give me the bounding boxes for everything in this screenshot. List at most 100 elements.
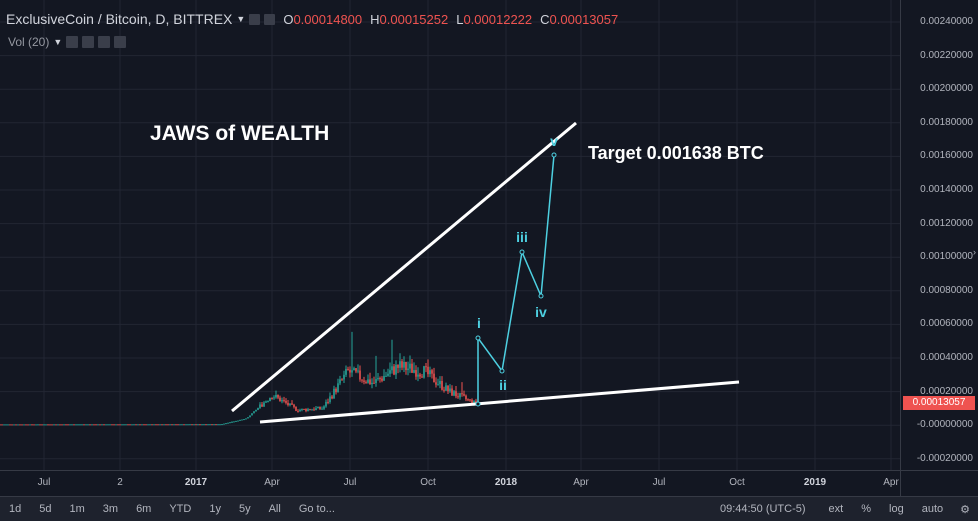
goto-date-button[interactable]: Go to... bbox=[298, 503, 335, 515]
candle-body bbox=[259, 404, 261, 408]
candle-body bbox=[3, 424, 5, 426]
candle-body bbox=[105, 424, 107, 426]
target-annotation[interactable]: Target 0.001638 BTC bbox=[588, 143, 764, 163]
candle-body bbox=[473, 400, 475, 405]
candle-body bbox=[255, 409, 257, 412]
ext-toggle[interactable]: ext bbox=[828, 503, 844, 515]
log-toggle[interactable]: log bbox=[889, 503, 904, 515]
wave-label-i[interactable]: i bbox=[477, 315, 481, 331]
timeframe-1m[interactable]: 1m bbox=[69, 503, 85, 515]
candle-body bbox=[207, 424, 209, 426]
wave-label-ii[interactable]: ii bbox=[499, 377, 507, 393]
candle-body bbox=[239, 419, 241, 421]
candle-body bbox=[97, 424, 99, 426]
wave-point-iii bbox=[519, 249, 525, 255]
candle-body bbox=[159, 424, 161, 426]
timeframe-1d[interactable]: 1d bbox=[9, 503, 22, 515]
time-tick-label: 2019 bbox=[803, 477, 827, 488]
candle-body bbox=[451, 388, 453, 396]
time-tick-label: Oct bbox=[420, 477, 436, 488]
candle-body bbox=[83, 424, 85, 426]
timeframe-5y[interactable]: 5y bbox=[238, 503, 251, 515]
eye-icon[interactable] bbox=[66, 36, 79, 48]
chart-area[interactable]: ExclusiveCoin / Bitcoin, D, BITTREX ▼ O0… bbox=[0, 0, 900, 470]
time-tick-label: Jul bbox=[343, 477, 357, 488]
candle-body bbox=[161, 424, 163, 426]
candle-body bbox=[385, 375, 387, 377]
candle-body bbox=[381, 378, 383, 381]
candle-body bbox=[133, 424, 135, 426]
candle-body bbox=[347, 368, 349, 370]
timeframe-6m[interactable]: 6m bbox=[136, 503, 152, 515]
candle-body bbox=[69, 424, 71, 426]
auto-toggle[interactable]: auto bbox=[921, 503, 944, 515]
more-icon[interactable] bbox=[98, 36, 111, 48]
candle-body bbox=[359, 370, 361, 380]
candle-body bbox=[95, 424, 97, 426]
timeframe-5d[interactable]: 5d bbox=[39, 503, 52, 515]
timeframe-all[interactable]: All bbox=[268, 503, 281, 515]
candle-body bbox=[415, 370, 417, 377]
candle-body bbox=[275, 394, 277, 398]
compare-icon[interactable] bbox=[249, 13, 261, 25]
chart-title-annotation[interactable]: JAWS of WEALTH bbox=[150, 122, 330, 145]
candle-body bbox=[227, 422, 229, 424]
candle-body bbox=[171, 424, 173, 426]
candle-body bbox=[237, 420, 239, 422]
price-tick-label: 0.00100000 bbox=[920, 251, 973, 263]
candle-body bbox=[277, 394, 279, 398]
candle-body bbox=[65, 424, 67, 426]
candle-body bbox=[409, 363, 411, 369]
candle-body bbox=[343, 374, 345, 380]
candle-body bbox=[243, 419, 245, 421]
price-axis[interactable]: 0.00240000 0.00220000 0.00200000 0.00180000… bbox=[900, 0, 978, 470]
volume-label[interactable]: Vol (20) bbox=[8, 35, 50, 49]
wave-point-v bbox=[551, 152, 557, 158]
candle-body bbox=[71, 424, 73, 426]
candle-body bbox=[257, 407, 259, 410]
candle-body bbox=[349, 369, 351, 373]
candle-body bbox=[397, 364, 399, 368]
settings-icon[interactable] bbox=[82, 36, 95, 48]
candle-body bbox=[377, 378, 379, 380]
candle-body bbox=[121, 424, 123, 426]
time-axis[interactable]: Jul 2 2017 Apr Jul Oct 2018 Apr Jul Oct 2019 Apr bbox=[0, 470, 900, 497]
wave-label-iii[interactable]: iii bbox=[516, 229, 528, 245]
wave-point-start bbox=[475, 401, 481, 407]
candle-body bbox=[127, 424, 129, 426]
percent-toggle[interactable]: % bbox=[861, 503, 872, 515]
candle-body bbox=[211, 424, 213, 426]
candle-body bbox=[247, 417, 249, 419]
candle-body bbox=[53, 424, 55, 426]
candle-body bbox=[77, 424, 79, 426]
candle-body bbox=[395, 364, 397, 375]
close-icon[interactable] bbox=[114, 36, 127, 48]
symbol-title[interactable]: ExclusiveCoin / Bitcoin, D, BITTREX bbox=[6, 11, 233, 27]
candle-body bbox=[91, 424, 93, 426]
timeframe-ytd[interactable]: YTD bbox=[169, 503, 192, 515]
chevron-right-icon[interactable]: › bbox=[973, 247, 976, 257]
upper-trendline[interactable] bbox=[231, 121, 577, 413]
candle-body bbox=[253, 411, 255, 414]
candle-body bbox=[249, 415, 251, 418]
elliott-wave-path[interactable] bbox=[477, 154, 555, 404]
candle-body bbox=[45, 424, 47, 426]
chevron-down-icon[interactable]: ▼ bbox=[236, 14, 246, 24]
lock-icon[interactable] bbox=[264, 13, 276, 25]
candle-body bbox=[353, 368, 355, 371]
wave-label-v[interactable]: v bbox=[550, 133, 558, 149]
clock[interactable]: 09:44:50 (UTC-5) bbox=[719, 503, 806, 515]
timeframe-3m[interactable]: 3m bbox=[102, 503, 119, 515]
candle-body bbox=[115, 424, 117, 426]
time-tick-label: 2 bbox=[117, 477, 123, 488]
gear-icon[interactable]: ⚙ bbox=[960, 503, 970, 516]
candle-body bbox=[467, 399, 469, 401]
lower-trendline[interactable] bbox=[259, 380, 740, 424]
chevron-down-icon[interactable]: ▼ bbox=[53, 37, 63, 47]
timeframe-1y[interactable]: 1y bbox=[209, 503, 221, 515]
price-chart[interactable] bbox=[0, 0, 900, 470]
wave-label-iv[interactable]: iv bbox=[535, 304, 547, 320]
candle-body bbox=[443, 389, 445, 391]
candle-body bbox=[321, 408, 323, 410]
candle-body bbox=[99, 424, 101, 426]
